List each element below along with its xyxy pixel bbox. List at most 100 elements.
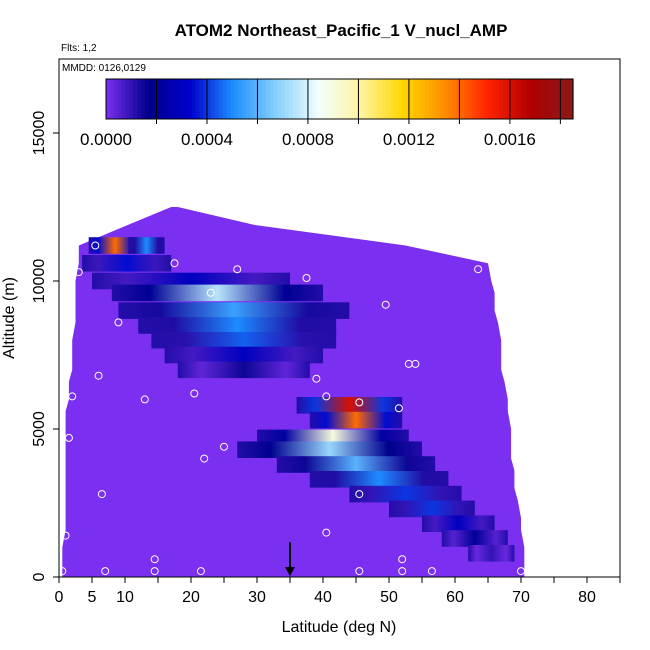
heat-band [138, 317, 337, 334]
colorbar-swatch [320, 79, 325, 119]
colorbar-swatch [133, 79, 138, 119]
flight-point [220, 442, 228, 451]
colorbar-swatch [242, 79, 247, 119]
flight-point [355, 398, 364, 407]
colorbar-swatch [413, 79, 418, 119]
colorbar-swatch [308, 79, 313, 119]
colorbar-swatch [195, 79, 200, 119]
flight-points [58, 241, 525, 576]
colorbar: 0.0000 0.0004 0.0008 0.0012 0.0016 [80, 78, 574, 149]
colorbar-swatch [141, 79, 146, 119]
colorbar-swatch [464, 79, 469, 119]
heat-band [276, 456, 436, 473]
flight-point [64, 433, 73, 442]
flight-point [474, 265, 483, 274]
colorbar-swatch [277, 79, 282, 119]
colorbar-swatch [452, 79, 457, 119]
heat-band [82, 255, 172, 272]
colorbar-swatch [429, 79, 434, 119]
colorbar-tick-label: 0.0012 [383, 130, 435, 149]
colorbar-swatch [569, 79, 574, 119]
colorbar-swatch [448, 79, 453, 119]
colorbar-swatch [537, 79, 543, 119]
x-tick-label: 40 [314, 589, 332, 606]
colorbar-swatch [288, 79, 294, 119]
colorbar-swatch [444, 79, 450, 119]
flight-point [398, 567, 407, 576]
heat-band [309, 471, 449, 488]
colorbar-swatch [401, 79, 407, 119]
colorbar-swatch [343, 79, 348, 119]
colorbar-swatch [312, 79, 317, 119]
colorbar-swatch [382, 79, 387, 119]
colorbar-swatch [113, 79, 119, 119]
colorbar-swatch [397, 79, 403, 119]
arrow-marker-head [285, 567, 295, 576]
heat-band [296, 397, 403, 414]
colorbar-swatch [518, 79, 524, 119]
colorbar-swatch [238, 79, 243, 119]
heat-band [422, 515, 495, 532]
colorbar-swatch [545, 79, 551, 119]
flight-point [394, 404, 403, 413]
colorbar-swatch [285, 79, 290, 119]
heat-band [389, 500, 475, 518]
colorbar-swatch [160, 79, 165, 119]
flight-point [322, 392, 331, 401]
colorbar-swatch [226, 79, 232, 119]
flight-point [427, 567, 436, 576]
colorbar-swatch [541, 79, 547, 119]
flight-point [74, 268, 83, 277]
colorbar-swatch [125, 79, 130, 119]
x-tick-label: 5 [88, 589, 97, 606]
x-tick-label: 30 [248, 589, 266, 606]
x-tick-label: 50 [380, 589, 398, 606]
heat-band [111, 284, 323, 302]
heat-band [118, 302, 350, 319]
flight-point [233, 265, 242, 274]
x-tick-label: 0 [55, 589, 64, 606]
colorbar-swatch [409, 79, 415, 119]
heat-band [128, 237, 165, 254]
colorbar-swatch [316, 79, 321, 119]
colorbar-swatch [152, 79, 158, 119]
colorbar-swatch [117, 79, 123, 119]
colorbar-swatch [199, 79, 204, 119]
flight-point [97, 490, 106, 499]
colorbar-swatch [467, 79, 473, 119]
heat-band [468, 545, 515, 562]
colorbar-swatch [304, 79, 309, 119]
y-tick-label: 10000 [31, 259, 48, 304]
flight-point [355, 567, 364, 576]
heat-band [309, 411, 403, 429]
colorbar-swatch [374, 79, 380, 119]
y-tick-label: 5000 [31, 411, 48, 447]
colorbar-swatch [257, 79, 263, 119]
plot-area [58, 207, 525, 577]
heat-band [177, 361, 310, 379]
heat-band [164, 346, 323, 364]
colorbar-swatch [137, 79, 142, 119]
colorbar-swatch [471, 79, 477, 119]
heat-band [151, 331, 337, 349]
colorbar-swatch [362, 79, 368, 119]
colorbar-swatch [144, 79, 150, 119]
flight-point [170, 259, 179, 268]
colorbar-tick-label: 0.0004 [181, 130, 233, 149]
colorbar-swatch [129, 79, 134, 119]
colorbar-swatch [355, 79, 360, 119]
y-tick-label: 15000 [31, 111, 48, 156]
colorbar-tick-label: 0.0000 [80, 130, 132, 149]
flight-point [381, 300, 390, 309]
colorbar-swatch [168, 79, 173, 119]
flight-point [150, 567, 159, 576]
colorbar-swatch [106, 79, 111, 119]
colorbar-swatch [557, 79, 562, 119]
colorbar-swatch [211, 79, 216, 119]
colorbar-swatch [561, 79, 566, 119]
y-tick-label: 0 [31, 572, 48, 581]
colorbar-swatch [366, 79, 372, 119]
colorbar-swatch [483, 79, 488, 119]
colorbar-swatch [436, 79, 442, 119]
colorbar-swatch [370, 79, 376, 119]
